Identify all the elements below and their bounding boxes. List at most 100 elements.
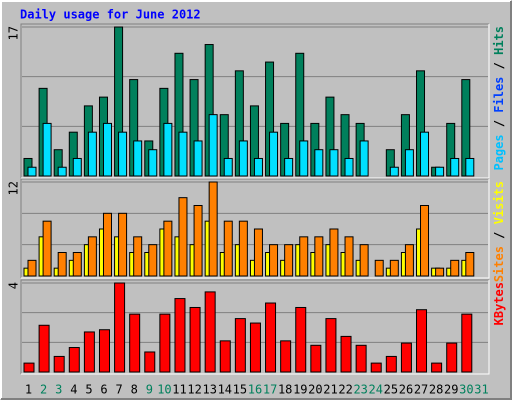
bar: [234, 318, 246, 373]
bar: [325, 318, 337, 373]
x-tick-label: 25: [384, 383, 398, 397]
bar: [374, 259, 384, 277]
x-tick-label: 8: [131, 383, 138, 397]
panel-border-dark: [20, 178, 489, 278]
bar: [465, 252, 475, 277]
y-tick-label: 17: [7, 26, 21, 40]
bar: [83, 331, 95, 373]
x-tick-label: 15: [233, 383, 247, 397]
panel-border-light: [21, 280, 490, 375]
legend: Pages / Files / Hits: [492, 26, 506, 171]
bar: [148, 244, 158, 277]
bar: [431, 362, 443, 373]
bar: [435, 267, 445, 277]
bar: [420, 205, 430, 277]
bar: [57, 166, 67, 177]
x-tick-label: 29: [444, 383, 458, 397]
bar: [359, 140, 369, 177]
bar: [269, 244, 279, 277]
x-tick-label: 9: [146, 383, 153, 397]
legend-item: Visits: [492, 181, 506, 224]
bar: [359, 244, 369, 277]
bar: [53, 355, 65, 373]
x-tick-label: 28: [429, 383, 443, 397]
bar: [98, 329, 110, 373]
bar: [133, 236, 143, 277]
x-tick-label: 20: [308, 383, 322, 397]
bar: [23, 362, 35, 373]
bar: [420, 131, 430, 177]
bar: [38, 324, 50, 373]
legend-item: /: [492, 224, 506, 238]
bar: [57, 252, 67, 277]
bar: [102, 122, 112, 177]
bar: [189, 306, 201, 373]
bar: [329, 228, 339, 277]
bar: [178, 197, 188, 277]
bar: [193, 140, 203, 177]
bar: [87, 131, 97, 177]
x-tick-label: 26: [399, 383, 413, 397]
x-tick-label: 5: [85, 383, 92, 397]
bar: [42, 220, 52, 277]
x-tick-label: 14: [218, 383, 232, 397]
legend-item: Pages: [492, 127, 506, 170]
bar: [102, 212, 112, 277]
bar: [416, 309, 428, 373]
bar: [204, 291, 216, 373]
bar: [280, 340, 292, 373]
bar: [42, 122, 52, 177]
x-tick-label: 19: [293, 383, 307, 397]
panel-border-dark: [20, 279, 489, 374]
x-tick-label: 3: [55, 383, 62, 397]
bar: [284, 157, 294, 177]
x-tick-label: 16: [248, 383, 262, 397]
x-tick-label: 22: [338, 383, 352, 397]
bar: [355, 344, 367, 373]
bar: [314, 236, 324, 277]
y-tick-label: 4: [7, 282, 21, 289]
bar: [299, 236, 309, 277]
x-tick-label: 27: [414, 383, 428, 397]
panel-border-light: [21, 179, 490, 279]
bar: [163, 122, 173, 177]
bar: [133, 140, 143, 177]
bar: [450, 157, 460, 177]
chart-title: Daily usage for June 2012: [20, 8, 201, 22]
legend-item: Files: [492, 69, 506, 112]
bar: [385, 355, 397, 373]
x-tick-label: 2: [40, 383, 47, 397]
bar: [238, 220, 248, 277]
legend-item: KBytes: [492, 282, 506, 325]
bar: [87, 236, 97, 277]
bar: [450, 259, 460, 277]
x-tick-label: 13: [202, 383, 216, 397]
panel-border-light: [21, 24, 490, 179]
bar: [148, 149, 158, 177]
bar: [163, 220, 173, 277]
x-tick-label: 10: [157, 383, 171, 397]
bar: [72, 157, 82, 177]
bar: [193, 205, 203, 277]
x-tick-label: 18: [278, 383, 292, 397]
legend: KBytes: [492, 282, 506, 325]
x-tick-label: 11: [172, 383, 186, 397]
x-tick-label: 21: [323, 383, 337, 397]
bar: [27, 166, 37, 177]
bar: [465, 157, 475, 177]
bar: [446, 342, 458, 373]
bar: [208, 181, 218, 277]
bar: [461, 313, 473, 373]
bar: [174, 298, 186, 373]
bar: [27, 259, 37, 277]
x-tick-label: 24: [369, 383, 383, 397]
panel-border-dark: [20, 23, 489, 178]
bar: [265, 302, 277, 373]
bar: [400, 342, 412, 373]
bar: [238, 140, 248, 177]
bar: [118, 131, 128, 177]
bar: [295, 306, 307, 373]
bar: [435, 166, 445, 177]
